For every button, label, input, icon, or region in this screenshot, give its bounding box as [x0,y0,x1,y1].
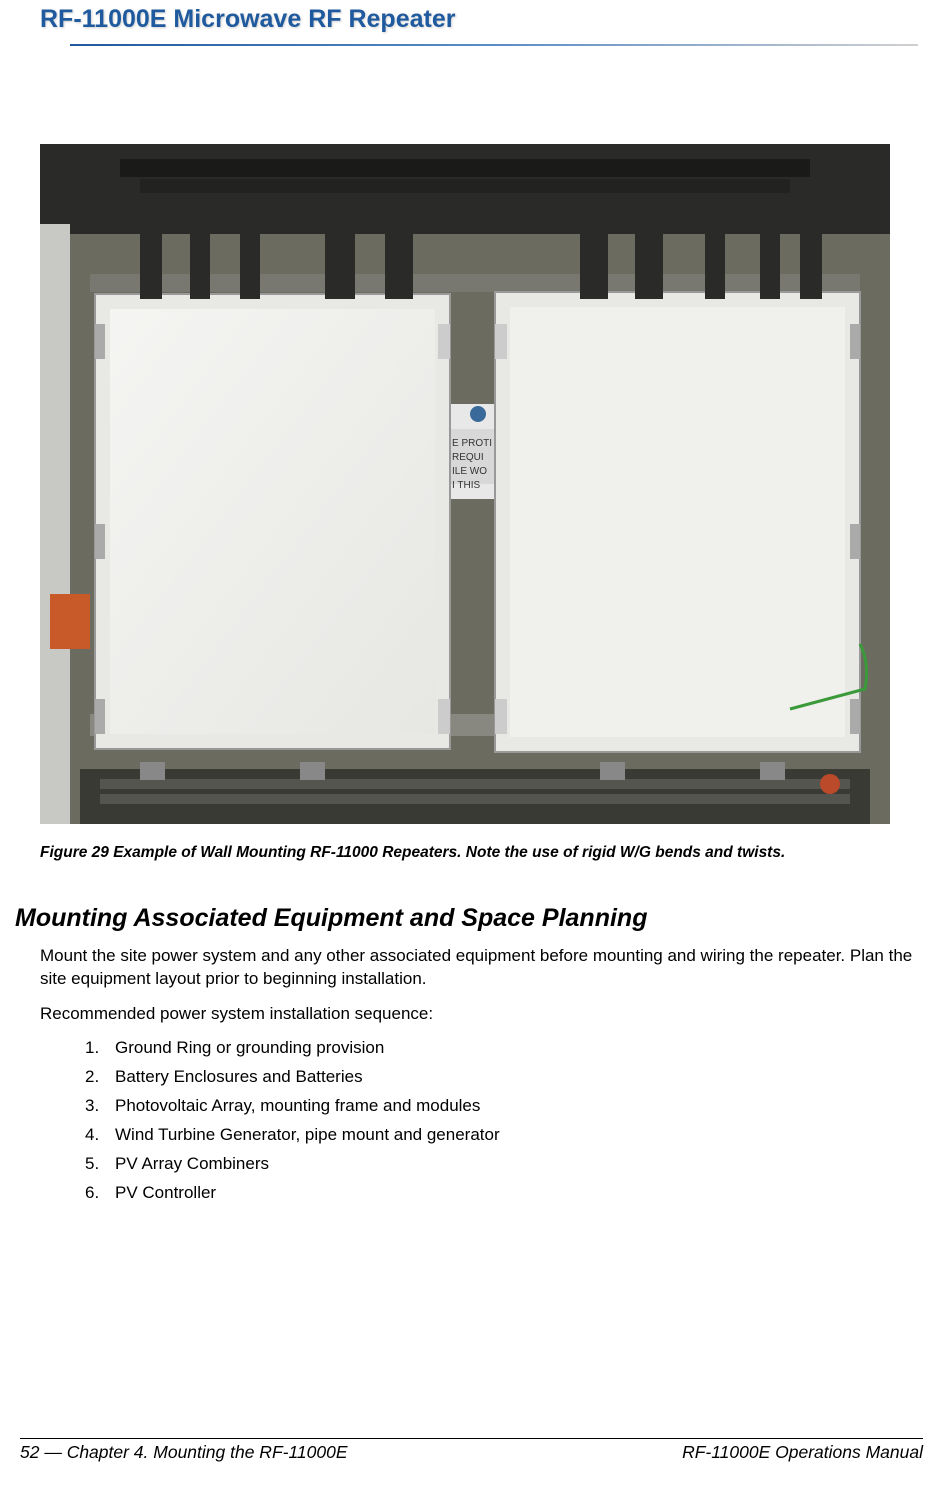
header-title: RF-11000E Microwave RF Repeater [30,5,918,34]
list-item: 3. Photovoltaic Array, mounting frame an… [85,1096,918,1116]
list-number: 1. [85,1038,115,1058]
figure-container: E PROTI REQUI ILE WO I THIS [40,144,918,862]
list-item: 6. PV Controller [85,1183,918,1203]
footer-left: 52 — Chapter 4. Mounting the RF-11000E [20,1442,348,1463]
list-number: 5. [85,1154,115,1174]
page-footer: 52 — Chapter 4. Mounting the RF-11000E R… [30,1438,918,1463]
header-divider [70,44,918,46]
list-item: 1. Ground Ring or grounding provision [85,1038,918,1058]
footer-divider [20,1438,923,1439]
list-number: 3. [85,1096,115,1116]
list-text: Wind Turbine Generator, pipe mount and g… [115,1125,500,1145]
list-text: Photovoltaic Array, mounting frame and m… [115,1096,480,1116]
list-text: Battery Enclosures and Batteries [115,1067,363,1087]
figure-image: E PROTI REQUI ILE WO I THIS [40,144,890,824]
footer-text: 52 — Chapter 4. Mounting the RF-11000E R… [20,1442,923,1463]
figure-caption: Figure 29 Example of Wall Mounting RF-11… [40,844,918,862]
footer-right: RF-11000E Operations Manual [682,1442,923,1463]
list-number: 4. [85,1125,115,1145]
svg-text:REQUI: REQUI [452,452,484,463]
list-text: Ground Ring or grounding provision [115,1038,384,1058]
list-item: 4. Wind Turbine Generator, pipe mount an… [85,1125,918,1145]
list-number: 6. [85,1183,115,1203]
list-text: PV Array Combiners [115,1154,269,1174]
body-paragraph-1: Mount the site power system and any othe… [40,945,918,991]
document-page: RF-11000E Microwave RF Repeater E PROTI [0,0,948,1493]
svg-text:ILE WO: ILE WO [452,466,487,477]
body-paragraph-2: Recommended power system installation se… [40,1003,918,1026]
svg-text:E PROTI: E PROTI [452,438,492,449]
section-heading: Mounting Associated Equipment and Space … [15,904,918,933]
list-text: PV Controller [115,1183,216,1203]
list-item: 2. Battery Enclosures and Batteries [85,1067,918,1087]
ordered-list: 1. Ground Ring or grounding provision 2.… [85,1038,918,1203]
list-item: 5. PV Array Combiners [85,1154,918,1174]
list-number: 2. [85,1067,115,1087]
svg-text:I THIS: I THIS [452,480,480,491]
page-header: RF-11000E Microwave RF Repeater [30,0,918,54]
